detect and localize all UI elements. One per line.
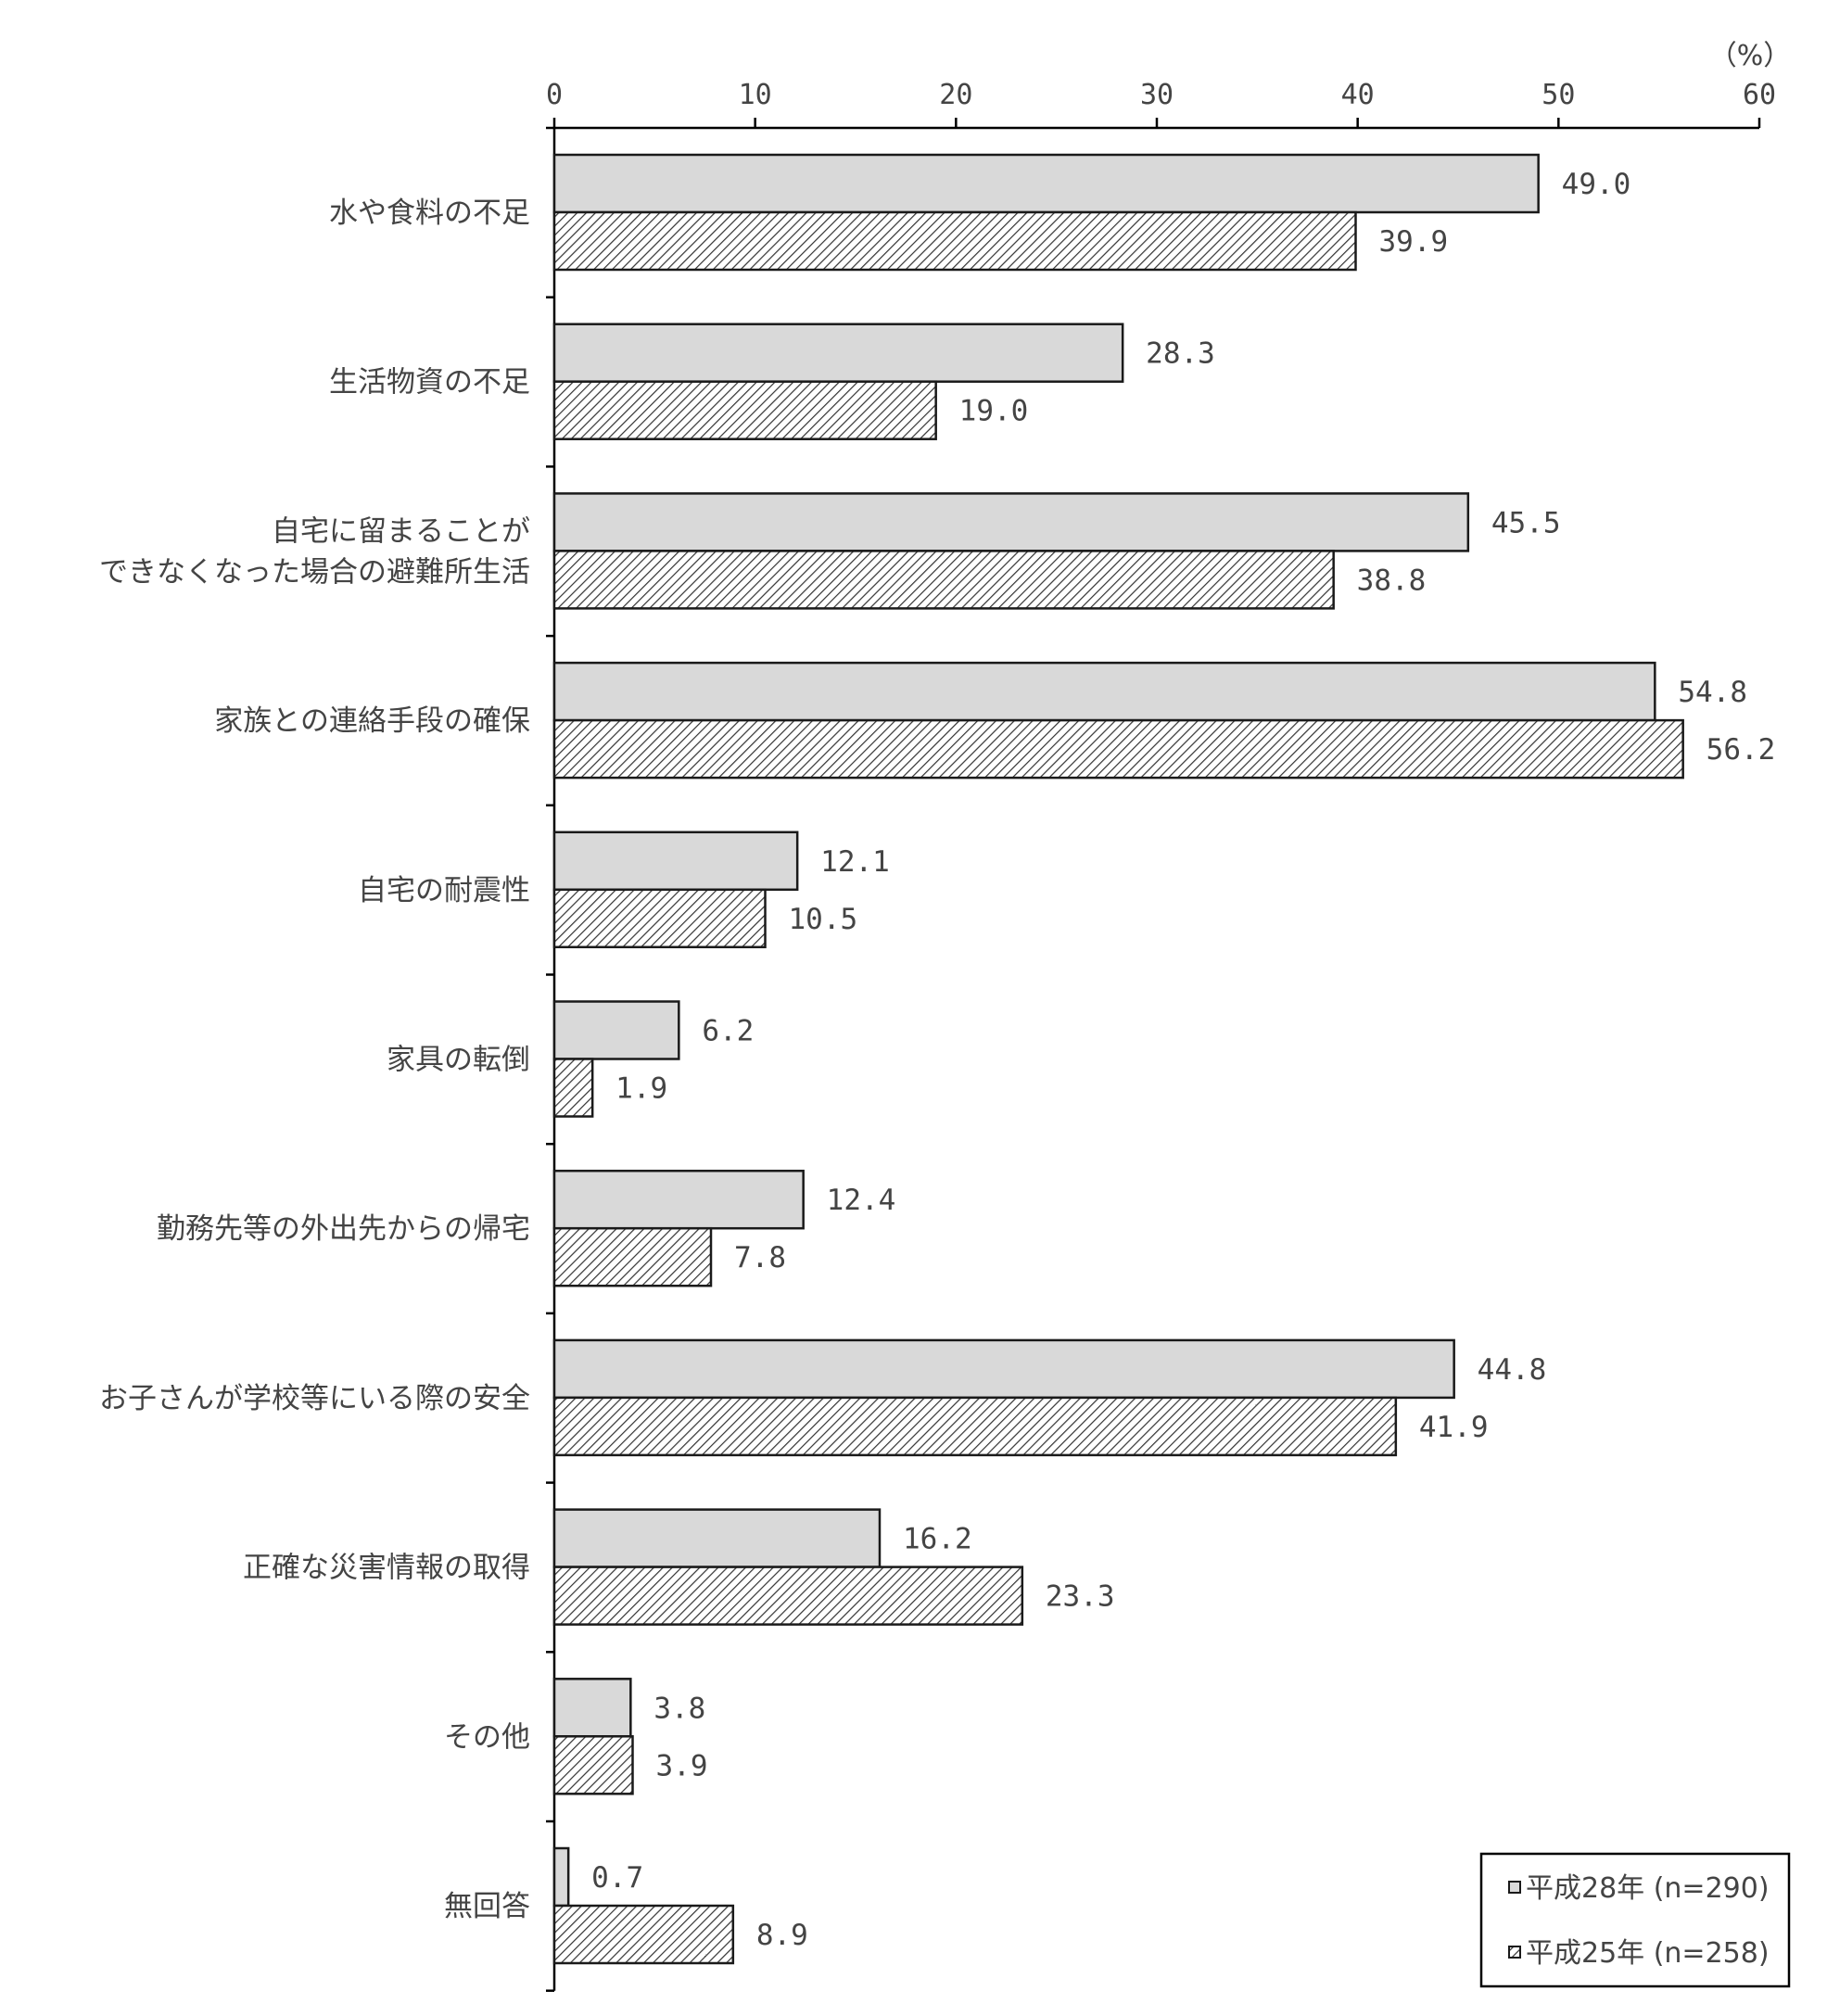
- value-label: 23.3: [1046, 1580, 1115, 1614]
- legend: 平成28年 (n=290) 平成25年 (n=258): [1479, 1852, 1791, 1988]
- value-label: 49.0: [1562, 168, 1631, 201]
- value-label: 10.5: [789, 903, 858, 936]
- value-label: 28.3: [1146, 337, 1215, 371]
- value-label: 7.8: [734, 1241, 786, 1274]
- bar-h28: [552, 1846, 570, 1908]
- category-label: 自宅に留まることができなくなった場合の避難所生活: [99, 514, 530, 589]
- category-label: 家具の転倒: [387, 1044, 530, 1077]
- bar-h28: [552, 1169, 805, 1230]
- bar-h28: [552, 830, 799, 892]
- value-label: 6.2: [702, 1015, 754, 1048]
- value-label: 3.9: [656, 1749, 708, 1782]
- bar-h28: [552, 153, 1540, 214]
- bar-layer: [552, 153, 1684, 1965]
- x-tick-label: 20: [939, 79, 972, 111]
- category-label: 家族との連絡手段の確保: [214, 704, 530, 738]
- bar-h25: [552, 1226, 713, 1287]
- bar-h25: [552, 1735, 634, 1795]
- value-label: 19.0: [959, 395, 1029, 428]
- bar-h28: [552, 1338, 1455, 1400]
- category-label: 勤務先等の外出先からの帰宅: [157, 1212, 530, 1246]
- bar-h25: [552, 718, 1684, 780]
- label-layer: 水や食料の不足生活物資の不足自宅に留まることができなくなった場合の避難所生活家族…: [99, 168, 1775, 1952]
- legend-swatch: [1508, 1946, 1521, 1959]
- category-label: その他: [444, 1720, 530, 1754]
- axis-layer: （%） 0 10 20 30 40 50 60: [546, 40, 1792, 1992]
- x-tick-label: 50: [1542, 79, 1575, 111]
- category-label-line: 家族との連絡手段の確保: [214, 704, 530, 738]
- bar-h25: [552, 550, 1335, 610]
- legend-label: 平成28年 (n=290): [1526, 1872, 1770, 1905]
- category-label: 正確な災害情報の取得: [243, 1552, 530, 1585]
- category-label-line: 勤務先等の外出先からの帰宅: [157, 1212, 530, 1246]
- category-label-line: 自宅に留まることが: [272, 514, 530, 548]
- bar-h25: [552, 380, 937, 440]
- value-label: 12.4: [827, 1184, 896, 1217]
- x-tick-label: 40: [1341, 79, 1375, 111]
- bar-h28: [552, 1508, 882, 1568]
- bar-h25: [552, 1058, 594, 1118]
- bar-h28: [552, 1000, 680, 1060]
- value-label: 41.9: [1419, 1411, 1489, 1444]
- value-label: 16.2: [903, 1523, 972, 1556]
- bar-h28: [552, 492, 1470, 552]
- value-label: 45.5: [1491, 506, 1561, 539]
- bar-h25: [552, 1396, 1398, 1457]
- category-label: お子さんが学校等にいる際の安全: [99, 1382, 530, 1415]
- x-tick-label: 0: [546, 79, 563, 111]
- x-tick-label: 30: [1140, 79, 1174, 111]
- bar-h25: [552, 1904, 735, 1965]
- legend-box: [1479, 1852, 1791, 1988]
- category-label: 無回答: [444, 1890, 530, 1923]
- value-label: 12.1: [820, 845, 890, 879]
- category-label-line: お子さんが学校等にいる際の安全: [99, 1382, 530, 1415]
- legend-label: 平成25年 (n=258): [1526, 1937, 1770, 1970]
- bar-h28: [552, 323, 1124, 383]
- value-label: 56.2: [1706, 733, 1776, 767]
- category-label-line: 自宅の耐震性: [358, 874, 530, 907]
- bar-h25: [552, 888, 767, 949]
- category-label-line: 家具の転倒: [387, 1044, 530, 1077]
- category-label-line: できなくなった場合の避難所生活: [99, 555, 530, 589]
- category-label-line: 無回答: [444, 1890, 530, 1923]
- bar-h28: [552, 661, 1656, 722]
- bar-h28: [552, 1678, 632, 1738]
- value-label: 1.9: [615, 1072, 667, 1106]
- x-tick-label: 60: [1743, 79, 1776, 111]
- category-label: 水や食料の不足: [329, 197, 530, 230]
- value-label: 54.8: [1678, 676, 1747, 709]
- category-label-line: 水や食料の不足: [329, 197, 530, 230]
- legend-swatch: [1508, 1881, 1521, 1894]
- category-label-line: その他: [444, 1720, 530, 1754]
- category-label-line: 正確な災害情報の取得: [243, 1552, 530, 1585]
- category-label-line: 生活物資の不足: [329, 366, 530, 399]
- category-label: 自宅の耐震性: [358, 874, 530, 907]
- x-tick-label: 10: [739, 79, 772, 111]
- value-label: 44.8: [1478, 1353, 1547, 1387]
- value-label: 38.8: [1357, 564, 1427, 597]
- value-label: 3.8: [653, 1692, 705, 1725]
- bar-h25: [552, 210, 1357, 272]
- value-label: 8.9: [756, 1919, 808, 1952]
- value-label: 0.7: [591, 1861, 643, 1895]
- value-label: 39.9: [1379, 225, 1449, 259]
- category-label: 生活物資の不足: [329, 366, 530, 399]
- bar-h25: [552, 1566, 1024, 1626]
- unit-label: （%）: [1709, 40, 1792, 72]
